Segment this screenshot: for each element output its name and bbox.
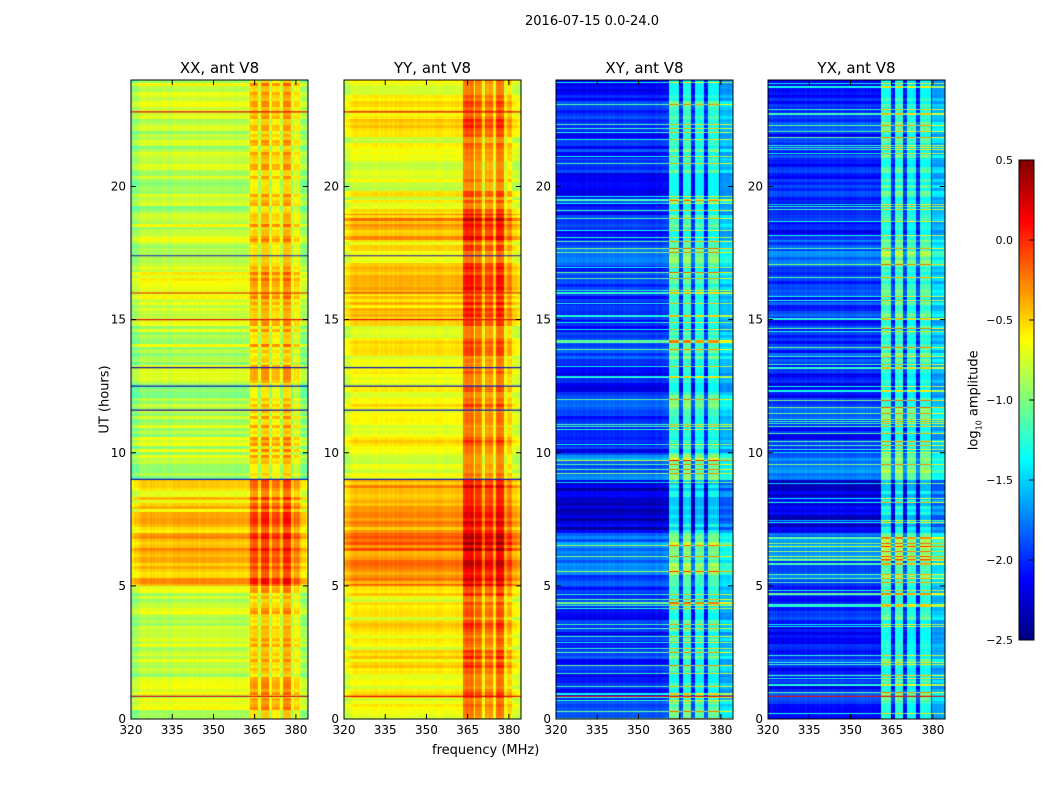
x-tick-label: 380: [709, 723, 732, 737]
x-tick-label: 335: [798, 723, 821, 737]
colorbar: [1019, 160, 1034, 640]
y-tick-label: 15: [536, 313, 551, 327]
x-tick-label: 350: [415, 723, 438, 737]
x-tick-label: 380: [284, 723, 307, 737]
colorbar-tick-label: 0.0: [996, 234, 1014, 247]
panel-title: YX, ant V8: [816, 59, 895, 77]
y-tick-label: 0: [118, 712, 126, 726]
y-tick-label: 15: [324, 313, 339, 327]
y-tick-label: 0: [331, 712, 339, 726]
y-tick-label: 5: [331, 579, 339, 593]
y-tick-label: 0: [755, 712, 763, 726]
x-axis-label: frequency (MHz): [432, 743, 540, 758]
y-tick-label: 10: [748, 446, 763, 460]
x-tick-label: 320: [120, 723, 143, 737]
x-tick-label: 335: [161, 723, 184, 737]
y-tick-label: 10: [536, 446, 551, 460]
panel-title: YY, ant V8: [393, 59, 471, 77]
y-tick-label: 15: [748, 313, 763, 327]
x-tick-label: 365: [880, 723, 903, 737]
x-tick-label: 335: [586, 723, 609, 737]
y-tick-label: 5: [543, 579, 551, 593]
x-tick-label: 320: [757, 723, 780, 737]
panel-frame: [343, 79, 522, 720]
y-tick-label: 20: [748, 180, 763, 194]
panel-title: XY, ant V8: [605, 59, 683, 77]
x-tick-label: 350: [627, 723, 650, 737]
panel-title: XX, ant V8: [180, 59, 259, 77]
colorbar-tick-label: −2.5: [986, 634, 1013, 647]
x-tick-label: 320: [545, 723, 568, 737]
colorbar-tick-label: −1.5: [986, 474, 1013, 487]
y-tick-label: 10: [324, 446, 339, 460]
heatmap-xy: [556, 80, 733, 719]
panel-frame: [767, 79, 946, 720]
heatmap-xx: [131, 80, 308, 719]
y-tick-label: 20: [324, 180, 339, 194]
y-tick-label: 0: [543, 712, 551, 726]
heatmap-yy: [344, 80, 521, 719]
figure-title: 2016-07-15 0.0-24.0: [525, 14, 659, 29]
x-tick-label: 380: [497, 723, 520, 737]
colorbar-tick-label: 0.5: [996, 154, 1014, 167]
x-tick-label: 350: [202, 723, 225, 737]
heatmap-yx: [768, 80, 945, 719]
panel-frame: [555, 79, 734, 720]
x-tick-label: 350: [839, 723, 862, 737]
x-tick-label: 365: [243, 723, 266, 737]
y-tick-label: 20: [111, 180, 126, 194]
y-tick-label: 15: [111, 313, 126, 327]
panel-frame: [130, 79, 309, 720]
y-tick-label: 10: [111, 446, 126, 460]
y-tick-label: 20: [536, 180, 551, 194]
y-tick-label: 5: [118, 579, 126, 593]
colorbar-tick-label: −1.0: [986, 394, 1013, 407]
colorbar-tick-label: −0.5: [986, 314, 1013, 327]
x-tick-label: 335: [374, 723, 397, 737]
x-tick-label: 365: [456, 723, 479, 737]
x-tick-label: 380: [921, 723, 944, 737]
x-tick-label: 320: [333, 723, 356, 737]
x-tick-label: 365: [668, 723, 691, 737]
y-tick-label: 5: [755, 579, 763, 593]
colorbar-tick-label: −2.0: [986, 554, 1013, 567]
